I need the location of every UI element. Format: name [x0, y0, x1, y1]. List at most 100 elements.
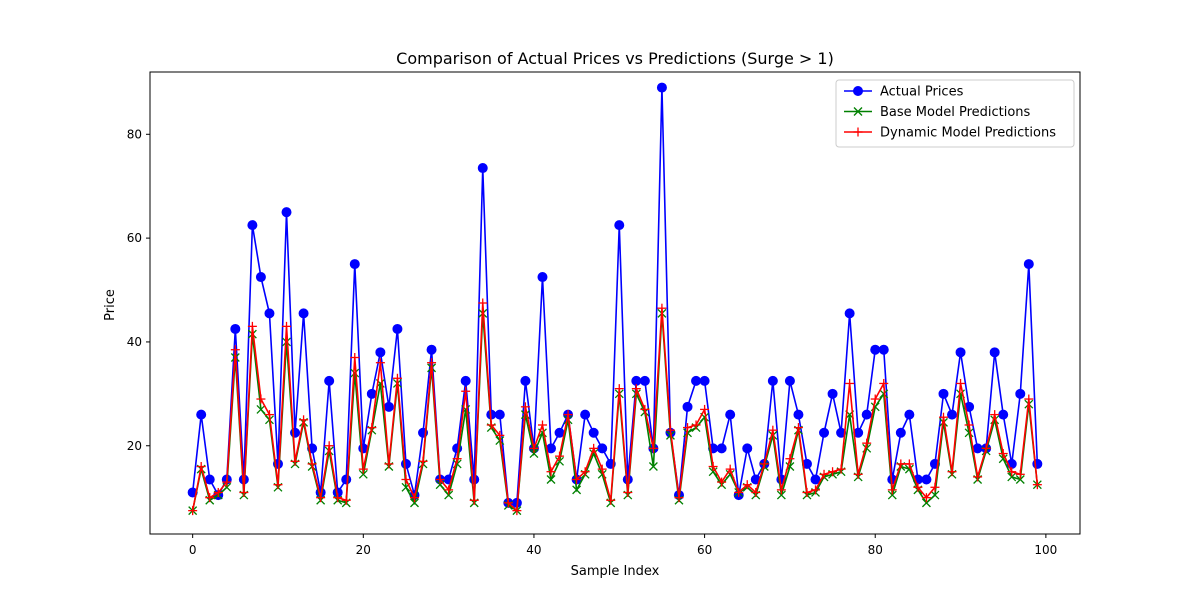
data-point: [845, 378, 855, 388]
data-point: [213, 487, 223, 497]
data-point: [657, 303, 667, 313]
data-point: [375, 358, 385, 368]
data-point: [921, 474, 932, 485]
data-point: [196, 462, 206, 472]
axes: 0 20 40 60 80 100 20 40 60 80: [127, 71, 1081, 557]
data-point: [606, 495, 616, 505]
data-point: [870, 344, 881, 355]
data-point: [495, 430, 505, 440]
legend-box: [835, 79, 1075, 148]
data-point: [520, 375, 531, 386]
data-point: [862, 438, 872, 448]
axes-frame: [149, 71, 1081, 535]
data-point: [623, 487, 633, 497]
x-tick-label: 80: [868, 543, 883, 557]
data-point: [588, 427, 599, 438]
data-point: [572, 485, 582, 495]
data-point: [691, 375, 702, 386]
data-point: [836, 427, 847, 438]
data-point: [554, 427, 565, 438]
data-point: [879, 389, 889, 399]
data-point: [904, 409, 915, 420]
y-tick-label: 60: [127, 231, 142, 245]
y-tick-label: 80: [127, 127, 142, 141]
data-point: [392, 323, 403, 334]
data-point: [349, 259, 360, 270]
data-point: [989, 347, 1000, 358]
y-tick-label: 40: [127, 335, 142, 349]
data-point: [409, 493, 419, 503]
legend-entry: Actual Prices: [844, 85, 964, 100]
data-point: [555, 451, 565, 461]
data-point: [1007, 472, 1017, 482]
legend-marker: [853, 107, 863, 116]
data-point: [896, 459, 906, 469]
data-point: [1015, 475, 1025, 484]
data-point: [358, 469, 368, 479]
data-point: [563, 410, 573, 420]
data-point: [631, 375, 642, 386]
data-point: [350, 368, 360, 378]
data-point: [998, 449, 1008, 459]
data-point: [964, 428, 974, 438]
data-point: [964, 420, 974, 430]
data-point: [230, 345, 240, 355]
data-point: [264, 308, 275, 319]
data-point: [811, 485, 821, 495]
data-point: [870, 394, 880, 404]
legend-entry: Base Model Predictions: [844, 105, 1031, 120]
data-point: [230, 323, 241, 334]
data-point: [895, 427, 906, 438]
data-point: [827, 388, 838, 399]
data-point: [742, 480, 752, 490]
data-point: [529, 449, 539, 458]
y-axis-label: Price: [103, 289, 118, 321]
data-point: [282, 321, 292, 331]
data-point: [222, 477, 232, 487]
data-point: [1032, 480, 1042, 490]
data-point: [938, 412, 948, 422]
data-point: [810, 474, 821, 485]
data-point: [1015, 469, 1025, 479]
data-point: [392, 373, 402, 383]
legend-entry: Dynamic Model Predictions: [844, 126, 1056, 141]
data-point: [341, 495, 351, 505]
data-point: [341, 474, 352, 485]
data-point: [998, 454, 1008, 464]
data-point: [742, 443, 753, 454]
data-point: [546, 475, 556, 484]
data-point: [717, 477, 727, 487]
series-line-1: [191, 87, 1039, 504]
data-point: [887, 490, 897, 500]
data-point: [589, 443, 599, 453]
data-point: [708, 462, 718, 472]
data-point: [435, 474, 445, 484]
legend-label: Dynamic Model Predictions: [880, 126, 1056, 141]
data-point: [973, 472, 983, 482]
data-point: [913, 482, 923, 492]
data-point: [375, 347, 386, 358]
data-point: [366, 388, 377, 399]
data-point: [460, 375, 471, 386]
y-tick-label: 20: [127, 439, 142, 453]
data-point: [324, 441, 334, 451]
data-point: [316, 493, 326, 503]
data-point: [205, 493, 215, 503]
data-point: [793, 409, 804, 420]
data-point: [879, 378, 889, 388]
data-point: [665, 425, 675, 435]
data-point: [1023, 259, 1034, 270]
data-point: [546, 467, 556, 477]
data-point: [597, 443, 608, 454]
plot-area: [187, 82, 1043, 516]
x-tick-label: 0: [189, 543, 197, 557]
data-point: [256, 394, 266, 404]
data-point: [256, 404, 266, 414]
data-point: [648, 462, 658, 471]
data-point: [784, 375, 795, 386]
data-point: [998, 409, 1009, 420]
data-point: [904, 459, 914, 469]
data-point: [529, 443, 539, 453]
data-point: [281, 207, 292, 218]
